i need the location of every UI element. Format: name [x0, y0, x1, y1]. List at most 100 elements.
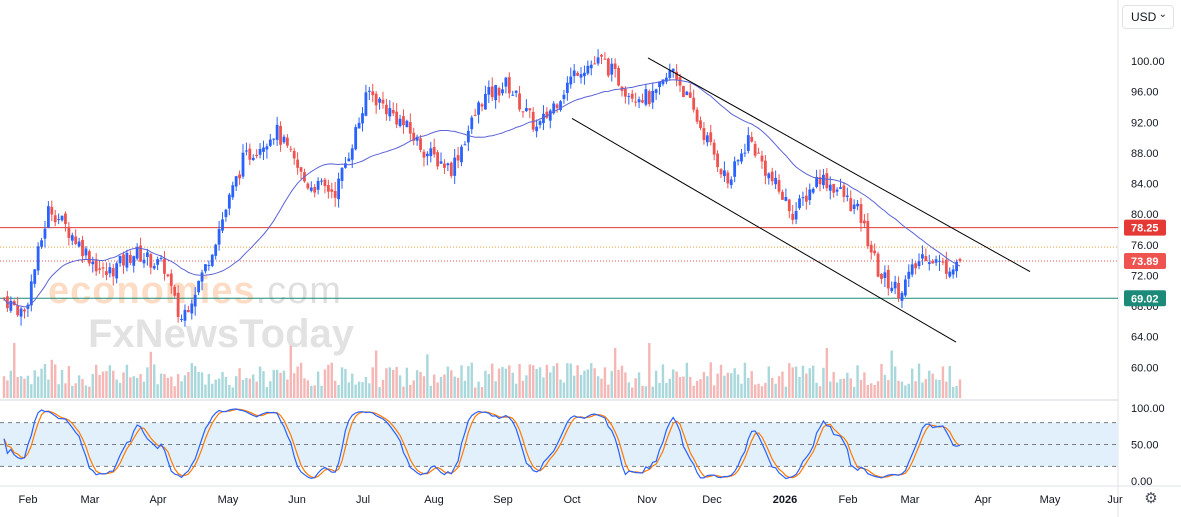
candle-body — [320, 180, 323, 182]
candle-body — [880, 273, 883, 279]
volume-bar — [166, 377, 170, 398]
candle-body — [579, 74, 583, 78]
candle-body — [791, 213, 795, 220]
candle-body — [634, 101, 638, 103]
candle-body — [40, 240, 43, 247]
moving-average-line — [3, 79, 961, 308]
time-tick-label: Jun — [288, 494, 306, 506]
volume-bar — [525, 375, 528, 398]
gear-icon[interactable]: ⚙ — [1144, 490, 1158, 507]
candle-body — [473, 114, 477, 116]
candle-body — [313, 187, 317, 193]
volume-bar — [77, 375, 81, 398]
time-tick-label: May — [1040, 494, 1061, 506]
candle-body — [948, 271, 952, 277]
candle-body — [627, 95, 631, 97]
candle-body — [265, 146, 269, 150]
volume-bar — [730, 373, 733, 398]
candle-body — [822, 174, 825, 186]
candle-body — [207, 265, 211, 267]
candle-body — [361, 113, 364, 124]
volume-bar — [439, 377, 443, 398]
volume-bar — [907, 383, 910, 398]
volume-bar — [583, 370, 586, 398]
volume-bar — [593, 368, 596, 398]
time-tick-label: Sep — [493, 494, 513, 506]
candle-body — [340, 168, 344, 181]
volume-bar — [47, 379, 50, 398]
candle-body — [784, 197, 788, 201]
volume-bar — [477, 381, 480, 398]
volume-bar — [590, 363, 593, 398]
candle-body — [750, 136, 754, 142]
volume-bar — [118, 382, 122, 398]
volume-bar — [767, 366, 770, 398]
candle-body — [890, 287, 894, 292]
volume-bar — [514, 383, 518, 398]
volume-bar — [880, 363, 883, 398]
volume-bar — [395, 366, 398, 398]
candle-body — [740, 153, 743, 162]
volume-bar — [665, 382, 668, 398]
volume-bar — [214, 379, 217, 398]
volume-bar — [757, 383, 760, 398]
volume-bar — [115, 379, 118, 398]
volume-bar — [733, 368, 736, 398]
currency-select[interactable]: USD ⌄ — [1122, 5, 1174, 29]
volume-bar — [313, 385, 316, 398]
volume-bar — [303, 378, 306, 398]
volume-bar — [194, 366, 197, 398]
channel-lower-line[interactable] — [571, 117, 957, 343]
candle-body — [316, 180, 320, 190]
volume-bar — [132, 376, 135, 398]
candle-body — [719, 169, 723, 175]
time-tick-label: Mar — [81, 494, 100, 506]
volume-bar — [945, 381, 948, 398]
volume-bar — [712, 385, 716, 398]
volume-bar — [241, 379, 245, 398]
volume-bar — [723, 375, 726, 398]
volume-bar — [839, 379, 842, 398]
candle-body — [528, 108, 532, 111]
candle-body — [712, 142, 716, 155]
currency-value: USD — [1131, 10, 1157, 24]
volume-bar — [487, 374, 491, 398]
volume-bar — [217, 378, 221, 398]
candle-body — [562, 94, 566, 100]
volume-bar — [211, 383, 214, 398]
volume-bar — [207, 374, 211, 398]
volume-bar — [310, 385, 313, 398]
volume-bar — [320, 385, 323, 398]
candle-body — [565, 82, 569, 94]
volume-bar — [50, 359, 53, 398]
volume-bar — [139, 374, 142, 398]
volume-bar — [173, 386, 176, 398]
candle-body — [883, 272, 887, 278]
candle-body — [671, 68, 675, 72]
volume-bar — [600, 378, 603, 398]
candle-body — [217, 229, 221, 245]
candle-body — [279, 125, 282, 145]
volume-bar — [818, 386, 822, 398]
candle-body — [518, 93, 521, 110]
candle-body — [538, 121, 542, 125]
candle-body — [169, 273, 173, 286]
volume-bar — [736, 374, 740, 398]
candle-body — [893, 281, 897, 289]
candle-body — [398, 118, 402, 127]
candle-body — [661, 79, 665, 85]
volume-bar — [54, 364, 57, 398]
volume-bar — [323, 369, 327, 398]
volume-bar — [842, 378, 846, 398]
channel-upper-line[interactable] — [647, 57, 1031, 273]
volume-bar — [333, 380, 337, 398]
volume-bar — [654, 370, 658, 398]
volume-bar — [794, 366, 798, 398]
candle-body — [955, 261, 958, 272]
candle-body — [296, 159, 300, 168]
volume-bar — [740, 383, 743, 398]
candle-body — [446, 163, 450, 166]
volume-bar — [859, 379, 863, 398]
volume-bar — [60, 369, 64, 398]
